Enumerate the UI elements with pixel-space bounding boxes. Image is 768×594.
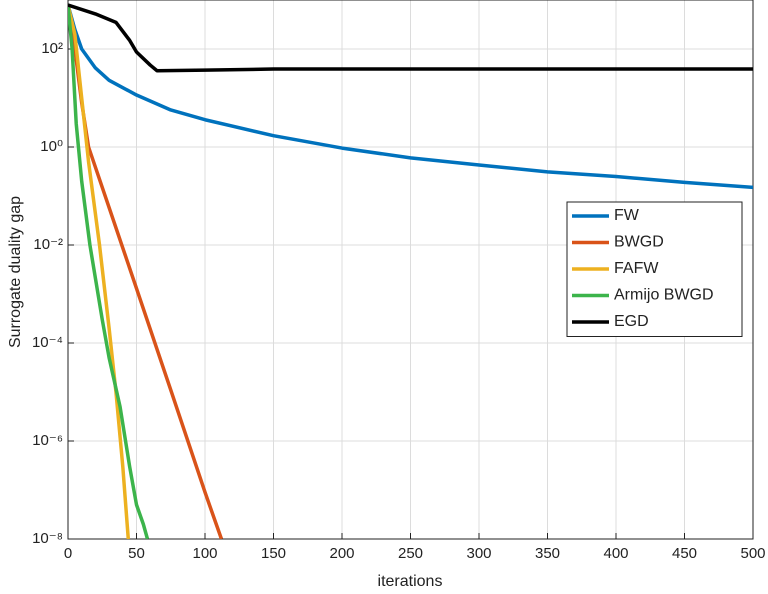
x-tick-label: 500 [740,545,765,562]
series-line [68,4,753,190]
plot-frame [67,0,754,540]
y-tick-label: 10⁻⁸ [32,530,63,547]
x-tick-label: 250 [398,545,423,562]
x-tick-label: 400 [603,545,628,562]
x-tick-label: 350 [535,545,560,562]
legend-label: FW [614,207,640,224]
y-axis-label: Surrogate duality gap [7,196,24,348]
y-tick-label: 10⁻⁴ [32,334,63,351]
legend-label: Armijo BWGD [614,287,714,304]
series-line [68,4,150,539]
x-tick-label: 200 [329,545,354,562]
y-tick-label: 10⁰ [40,138,63,155]
y-tick-label: 10⁻⁶ [32,432,63,449]
x-axis-label: iterations [378,573,443,590]
x-tick-label: 300 [466,545,491,562]
x-tick-label: 100 [192,545,217,562]
x-tick-label: 150 [261,545,286,562]
x-tick-label: 450 [672,545,697,562]
y-tick-label: 10² [41,40,63,57]
legend-label: BWGD [614,234,664,251]
x-tick-label: 50 [128,545,145,562]
y-tick-label: 10⁻² [33,236,63,253]
legend-label: FAFW [614,260,659,277]
series-line [68,3,753,73]
legend-label: EGD [614,313,649,330]
series-line [68,4,224,539]
series-line [68,4,131,539]
x-tick-label: 0 [64,545,72,562]
